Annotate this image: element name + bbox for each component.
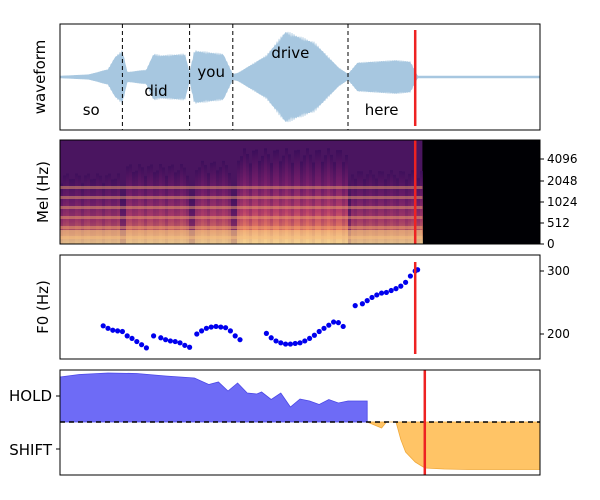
f0-point	[167, 338, 173, 344]
word-labels: so did you drive here	[83, 44, 399, 119]
f0-point	[374, 292, 380, 298]
f0-panel: 300 200 F0 (Hz)	[34, 254, 570, 360]
mel-spectrogram	[60, 140, 423, 244]
f0-point	[352, 303, 358, 309]
shift-tick-label: SHIFT	[9, 441, 53, 459]
hold-area	[60, 372, 368, 423]
f0-point	[326, 322, 332, 328]
f0-point	[398, 283, 404, 289]
f0-point	[237, 337, 243, 343]
f0-point	[407, 273, 413, 279]
f0-point	[369, 294, 375, 301]
f0-point	[203, 325, 209, 331]
f0-point	[124, 333, 130, 339]
f0-point	[364, 298, 370, 304]
f0-point	[194, 331, 200, 337]
f0-point	[297, 340, 303, 346]
mel-frame	[59, 139, 541, 245]
word-boundaries	[121, 24, 349, 130]
word-label: here	[365, 101, 399, 119]
waveform-panel: so did you drive here waveform	[31, 23, 541, 131]
f0-point	[393, 286, 399, 292]
f0-point	[105, 325, 111, 331]
turn-panel: HOLD SHIFT	[9, 369, 541, 476]
f0-point	[278, 340, 284, 346]
f0-point	[139, 342, 145, 348]
f0-point	[287, 341, 293, 347]
mel-tick-label: 2048	[547, 174, 578, 188]
f0-point	[199, 328, 205, 334]
f0-point	[119, 328, 125, 335]
f0-point	[388, 287, 394, 294]
f0-point	[232, 333, 238, 339]
f0-tick-label: 200	[547, 327, 570, 341]
f0-point	[115, 328, 121, 334]
f0-point	[331, 319, 337, 325]
f0-point	[283, 341, 289, 347]
mel-tick-label: 4096	[547, 152, 578, 166]
hold-tick-label: HOLD	[9, 387, 52, 405]
word-label: you	[197, 63, 225, 81]
f0-point	[340, 323, 346, 330]
f0-point	[223, 325, 229, 331]
f0-tick-label: 300	[547, 264, 570, 278]
word-label: did	[144, 82, 167, 100]
f0-points	[100, 267, 421, 351]
f0-point	[383, 289, 389, 296]
f0-point	[292, 340, 298, 347]
shift-area	[367, 421, 540, 470]
mel-yticks: 4096 2048 1024 512 0	[540, 152, 578, 251]
turn-frame	[59, 369, 541, 476]
mel-tick-label: 512	[547, 216, 570, 230]
f0-frame	[59, 254, 541, 360]
f0-point	[321, 325, 327, 331]
f0-point	[163, 337, 169, 343]
f0-point	[151, 333, 157, 339]
f0-point	[403, 279, 409, 285]
f0-point	[187, 344, 193, 350]
f0-point	[359, 301, 365, 307]
f0-point	[158, 335, 164, 341]
f0-point	[268, 335, 274, 341]
f0-point	[208, 324, 214, 330]
f0-point	[172, 338, 178, 345]
f0-point	[213, 323, 219, 330]
f0-point	[227, 328, 233, 334]
waveform-shape	[60, 31, 540, 123]
mel-tick-label: 0	[547, 237, 555, 251]
word-label: so	[83, 101, 100, 119]
mel-panel: 4096 2048 1024 512 0 Mel (Hz)	[34, 139, 578, 251]
mel-tick-label: 1024	[547, 195, 578, 209]
mel-low-band	[60, 230, 423, 244]
f0-point	[302, 338, 308, 344]
f0-point	[316, 328, 322, 335]
f0-point	[182, 342, 188, 348]
f0-point	[110, 327, 116, 333]
f0-point	[177, 340, 183, 346]
f0-point	[143, 345, 149, 351]
waveform-area	[60, 31, 540, 123]
f0-point	[129, 335, 135, 342]
f0-point	[379, 290, 385, 296]
waveform-ylabel: waveform	[31, 40, 49, 115]
f0-point	[273, 338, 279, 344]
f0-point	[307, 335, 313, 342]
f0-point	[263, 330, 269, 336]
word-label: drive	[271, 44, 309, 62]
f0-point	[100, 323, 106, 329]
f0-point	[335, 320, 341, 326]
f0-ylabel: F0 (Hz)	[34, 280, 52, 334]
mel-ylabel: Mel (Hz)	[34, 161, 52, 223]
f0-point	[218, 324, 224, 330]
f0-point	[311, 332, 317, 338]
turn-areas	[60, 372, 540, 470]
waveform-frame	[59, 23, 541, 131]
f0-point	[134, 338, 140, 345]
